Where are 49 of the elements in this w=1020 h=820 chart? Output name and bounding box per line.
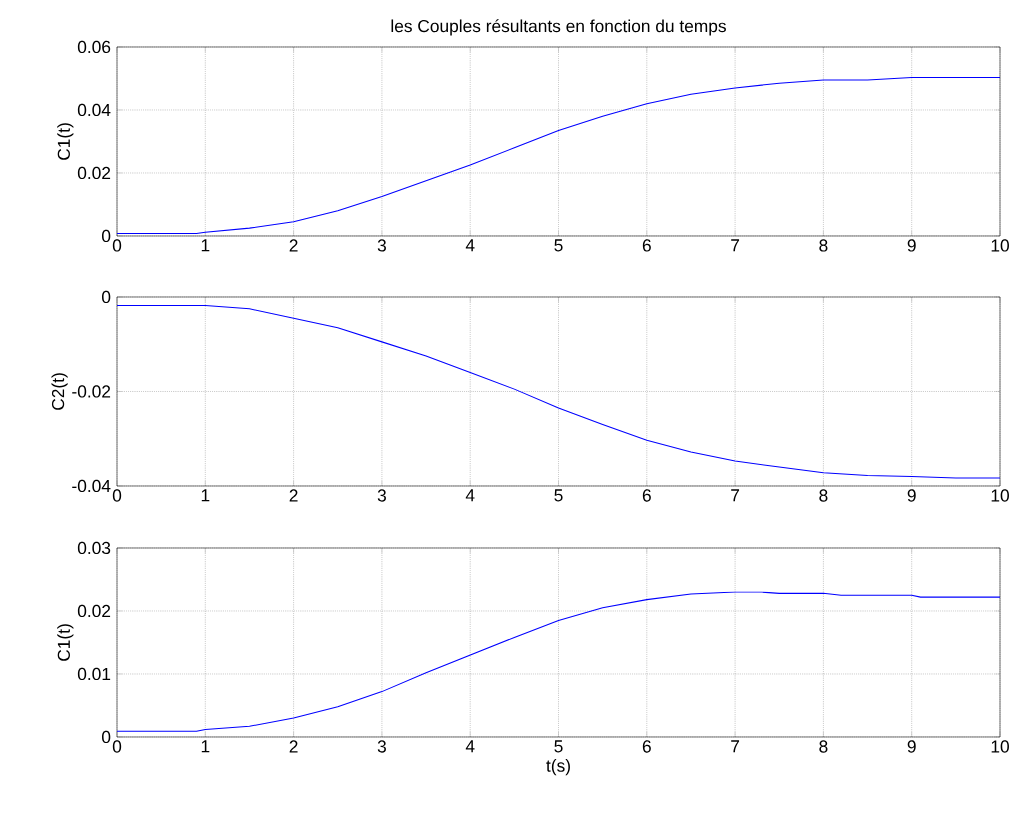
x-tick-label: 9 bbox=[907, 740, 916, 753]
x-tick-label: 8 bbox=[819, 740, 828, 753]
y-tick-label: 0.06 bbox=[77, 40, 111, 54]
x-tick-label: 4 bbox=[465, 239, 475, 252]
x-tick-label: 6 bbox=[642, 489, 651, 502]
y-tick-label: 0.02 bbox=[77, 604, 111, 618]
x-tick-label: 6 bbox=[642, 740, 651, 753]
x-tick-label: 8 bbox=[819, 239, 828, 252]
x-axis-title: t(s) bbox=[546, 759, 570, 776]
x-tick-label: 10 bbox=[991, 489, 1009, 502]
y-tick-label: 0 bbox=[101, 730, 111, 744]
x-tick-label: 0 bbox=[112, 740, 122, 753]
x-tick-label: 8 bbox=[819, 489, 828, 502]
x-tick-label: 0 bbox=[112, 239, 122, 252]
y-tick-label: -0.02 bbox=[72, 385, 111, 398]
x-tick-label: 9 bbox=[907, 239, 916, 252]
y-tick-label: 0.03 bbox=[77, 541, 111, 555]
x-tick-label: 7 bbox=[731, 740, 740, 753]
x-tick-label: 5 bbox=[554, 489, 563, 502]
y-axis-title: C2(t) bbox=[51, 373, 68, 410]
x-tick-label: 1 bbox=[201, 239, 210, 252]
y-tick-label: 0 bbox=[101, 290, 111, 304]
x-tick-label: 2 bbox=[289, 489, 298, 502]
x-tick-label: 4 bbox=[465, 740, 475, 753]
x-tick-label: 5 bbox=[554, 740, 563, 753]
x-tick-label: 3 bbox=[377, 489, 386, 502]
y-axis-title: C1(t) bbox=[57, 624, 74, 661]
x-tick-label: 4 bbox=[465, 489, 475, 502]
x-tick-label: 1 bbox=[201, 740, 210, 753]
y-tick-label: 0.01 bbox=[77, 667, 111, 681]
x-tick-label: 10 bbox=[991, 740, 1009, 753]
y-axis-title: C1(t) bbox=[57, 123, 74, 160]
y-tick-label: 0.02 bbox=[77, 166, 111, 180]
x-tick-label: 10 bbox=[991, 239, 1009, 252]
x-tick-label: 1 bbox=[201, 489, 210, 502]
y-tick-label: 0.04 bbox=[77, 103, 111, 117]
x-tick-label: 0 bbox=[112, 489, 122, 502]
x-tick-label: 2 bbox=[289, 740, 298, 753]
x-tick-label: 6 bbox=[642, 239, 651, 252]
x-tick-label: 3 bbox=[377, 740, 386, 753]
x-tick-label: 7 bbox=[731, 239, 740, 252]
y-tick-label: 0 bbox=[101, 229, 111, 243]
y-tick-label: -0.04 bbox=[72, 479, 111, 493]
x-tick-label: 3 bbox=[377, 239, 386, 252]
x-tick-label: 7 bbox=[731, 489, 740, 502]
x-tick-label: 9 bbox=[907, 489, 916, 502]
chart-title: les Couples résultants en fonction du temps bbox=[391, 19, 726, 36]
x-tick-label: 5 bbox=[554, 239, 563, 252]
x-tick-label: 2 bbox=[289, 239, 298, 252]
